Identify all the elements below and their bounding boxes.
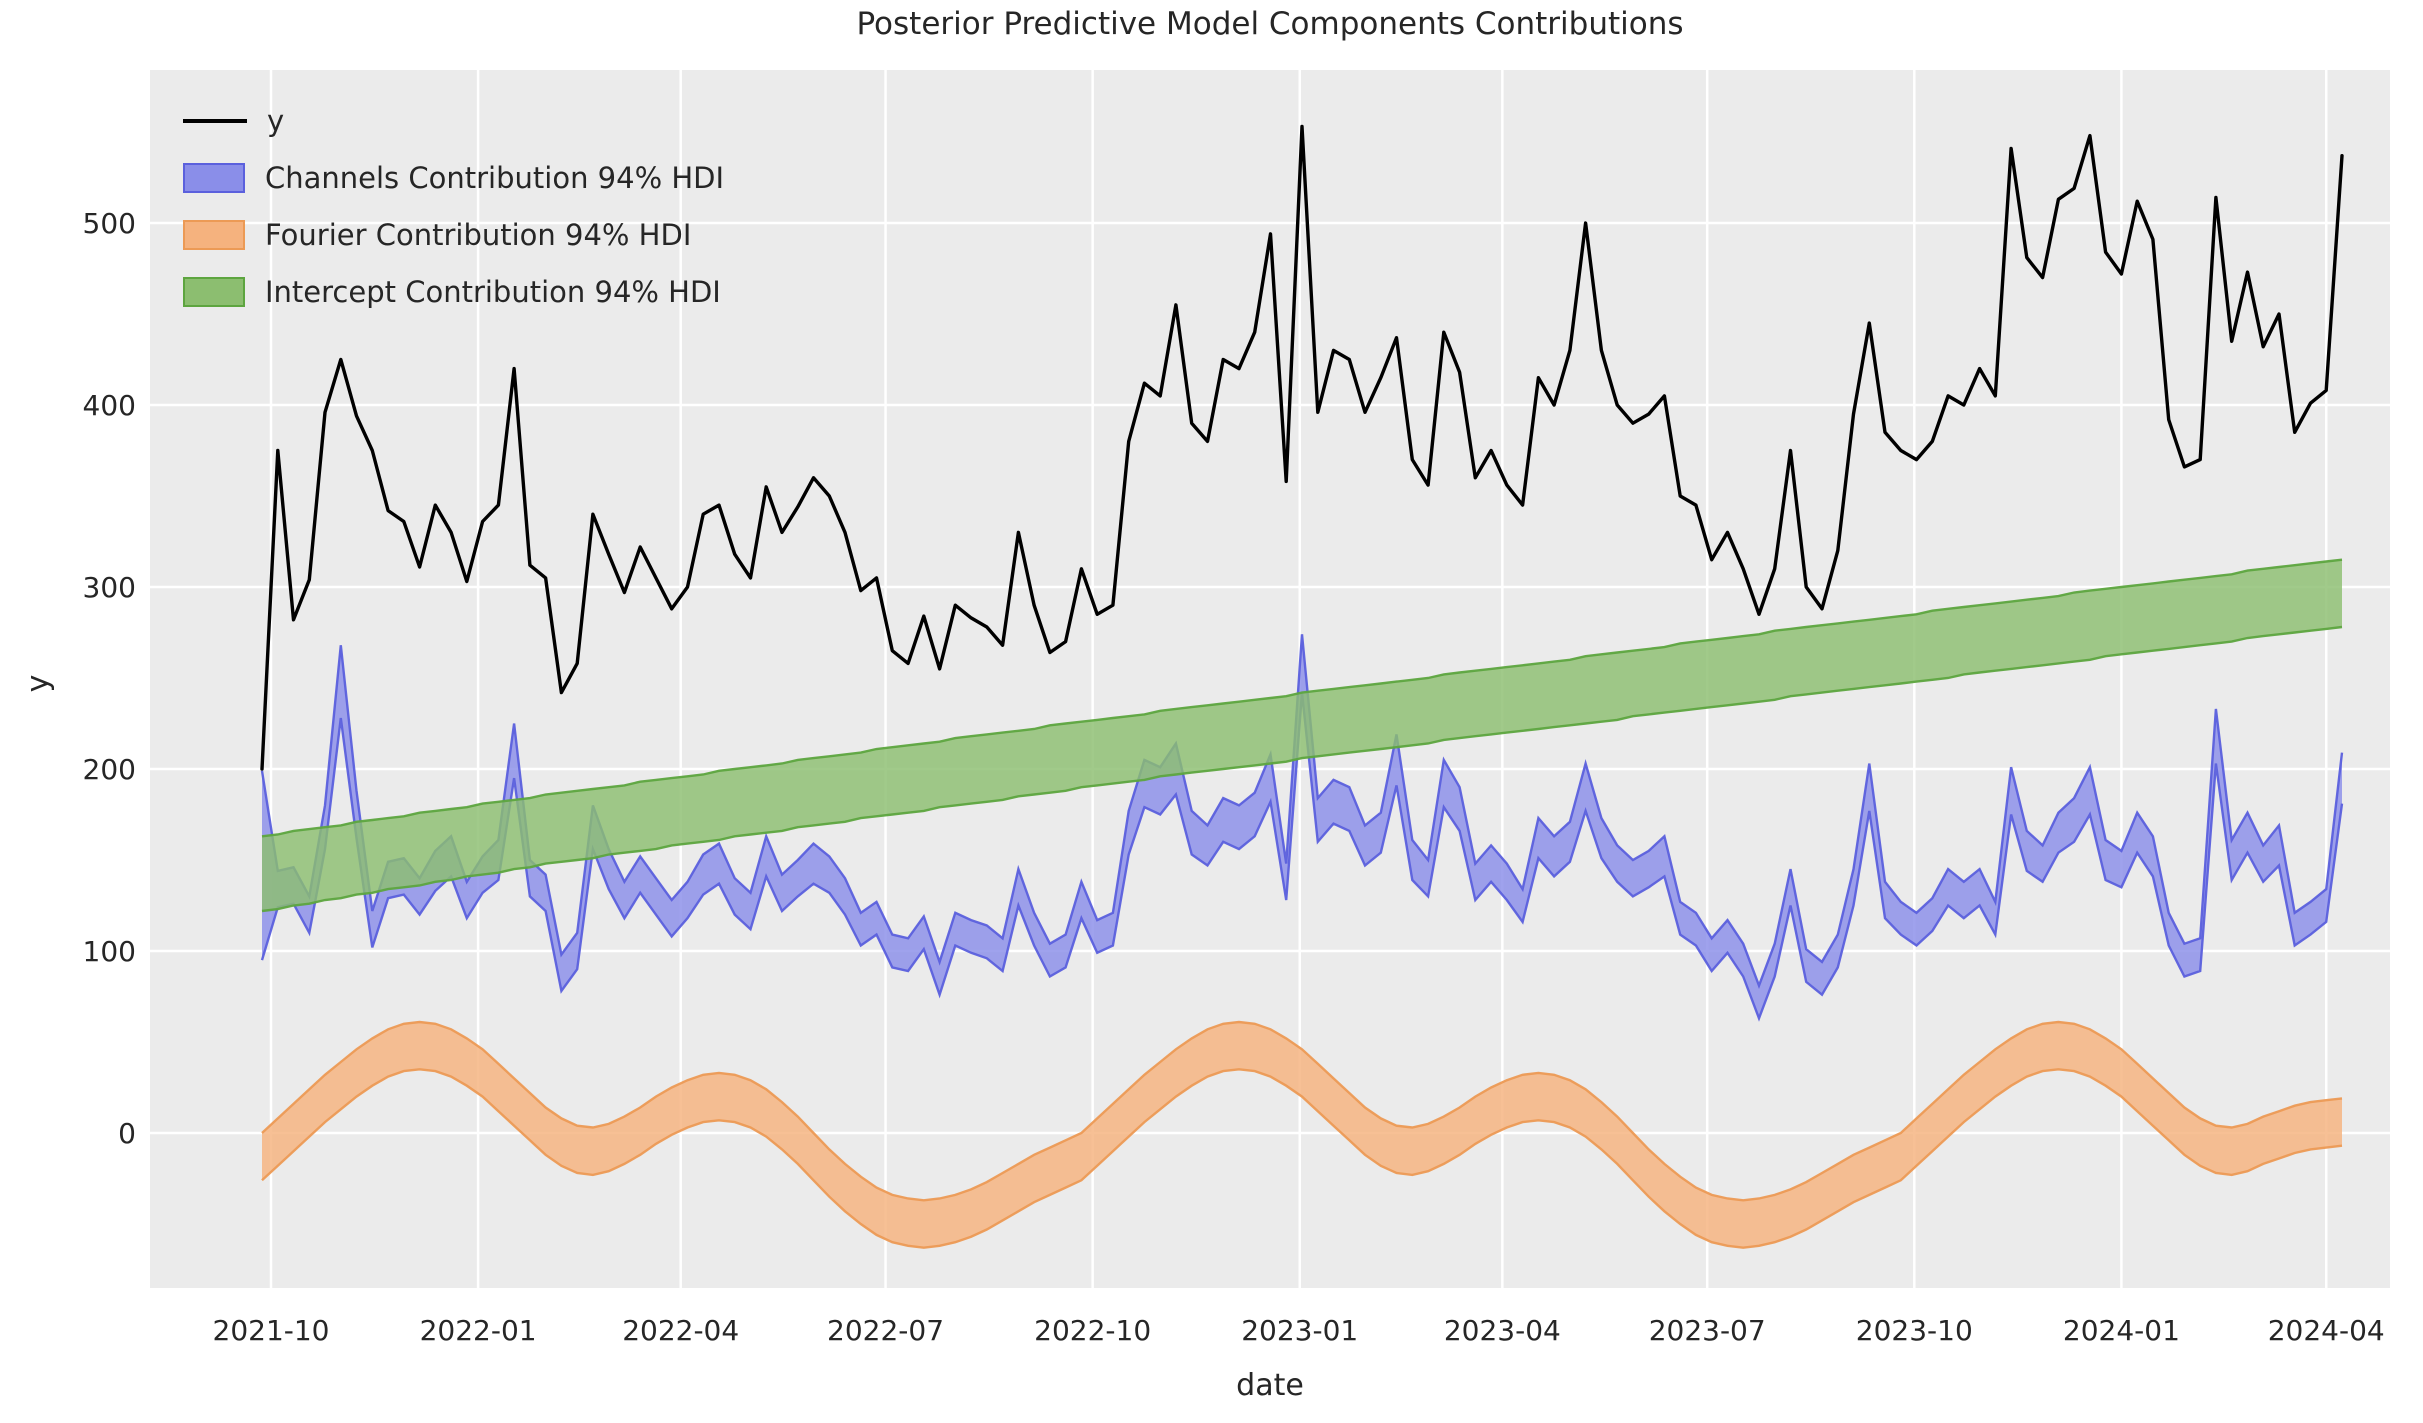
x-tick-label: 2022-10 — [1034, 1314, 1151, 1347]
y-tick-label: 400 — [83, 389, 136, 422]
legend-label: y — [267, 103, 285, 138]
y-tick-label: 200 — [83, 753, 136, 786]
x-tick-label: 2022-01 — [420, 1314, 537, 1347]
x-tick-label: 2024-01 — [2063, 1314, 2180, 1347]
legend-line-swatch — [183, 118, 247, 123]
legend-patch-swatch — [183, 276, 245, 307]
x-tick-label: 2023-04 — [1444, 1314, 1561, 1347]
legend-item: y — [183, 92, 724, 149]
legend-item: Intercept Contribution 94% HDI — [183, 263, 724, 320]
x-axis-label: date — [1236, 1368, 1304, 1403]
x-tick-label: 2023-07 — [1649, 1314, 1766, 1347]
legend: y Channels Contribution 94% HDI Fourier Co… — [183, 92, 724, 320]
legend-patch-swatch — [183, 219, 245, 250]
x-tick-label: 2021-10 — [213, 1314, 330, 1347]
legend-item: Channels Contribution 94% HDI — [183, 149, 724, 206]
x-tick-label: 2024-04 — [2268, 1314, 2385, 1347]
x-tick-label: 2022-04 — [622, 1314, 739, 1347]
plot-area — [150, 70, 2390, 1288]
legend-label: Channels Contribution 94% HDI — [265, 160, 725, 195]
y-tick-label: 0 — [118, 1117, 136, 1150]
legend-patch-swatch — [183, 162, 245, 193]
y-tick-label: 300 — [83, 571, 136, 604]
series-layer — [260, 124, 2344, 1249]
x-tick-label: 2022-07 — [827, 1314, 944, 1347]
chart-title: Posterior Predictive Model Components Co… — [856, 6, 1684, 42]
line-y — [260, 124, 2344, 771]
band-intercept — [261, 558, 2343, 913]
y-tick-label: 100 — [83, 935, 136, 968]
band-fourier — [261, 1020, 2343, 1249]
legend-label: Fourier Contribution 94% HDI — [265, 217, 692, 252]
legend-item: Fourier Contribution 94% HDI — [183, 206, 724, 263]
y-tick-label: 500 — [83, 207, 136, 240]
tick-labels: 2021-10 2022-01 2022-04 2022-07 2022-10 2023-… — [83, 207, 2385, 1347]
x-tick-label: 2023-10 — [1856, 1314, 1973, 1347]
legend-label: Intercept Contribution 94% HDI — [265, 274, 721, 309]
y-axis-label: y — [20, 674, 56, 693]
x-tick-label: 2023-01 — [1241, 1314, 1358, 1347]
